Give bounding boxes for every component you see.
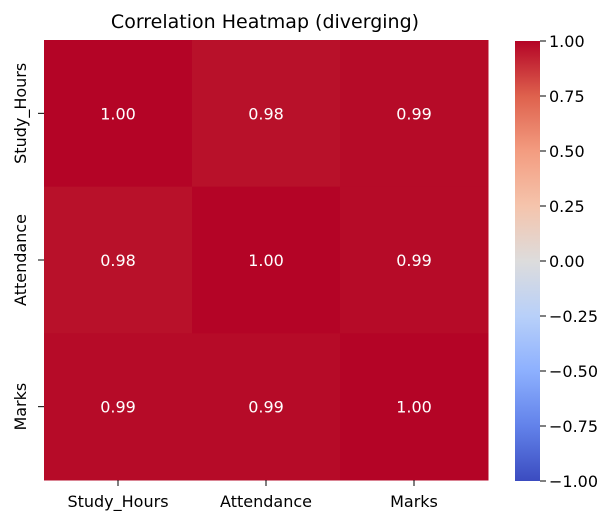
heatmap-cell-labels: 1.00 0.98 0.99 0.98 1.00 0.99 0.99 0.99 1.00 xyxy=(100,104,432,416)
x-tick-label: Attendance xyxy=(220,492,312,511)
y-tick-label: Attendance xyxy=(11,214,30,306)
heatmap-cell xyxy=(44,40,193,188)
heatmap-cell-label: 0.99 xyxy=(396,104,432,123)
x-tick-label: Marks xyxy=(390,492,438,511)
y-axis: Study_Hours Attendance Marks xyxy=(11,63,44,431)
x-tick-label: Study_Hours xyxy=(67,492,168,512)
heatmap-cell xyxy=(192,186,341,334)
colorbar-tick-label: −1.00 xyxy=(549,472,598,491)
colorbar-tick-label: −0.50 xyxy=(549,362,598,381)
colorbar-tick-label: 1.00 xyxy=(549,32,585,51)
heatmap-cell xyxy=(340,186,489,334)
heatmap-cell-label: 0.99 xyxy=(100,398,136,417)
y-tick-label: Study_Hours xyxy=(11,63,31,164)
heatmap-cell xyxy=(340,40,489,188)
colorbar-tick-label: 0.75 xyxy=(549,87,585,106)
colorbar-tick-label: −0.75 xyxy=(549,417,598,436)
colorbar-tick-label: 0.00 xyxy=(549,252,585,271)
heatmap-cell-label: 1.00 xyxy=(396,398,432,417)
heatmap-cell-label: 0.99 xyxy=(396,251,432,270)
heatmap-cell-label: 0.99 xyxy=(248,398,284,417)
colorbar: 1.00 0.75 0.50 0.25 0.00 −0.25 −0.50 −0.75 −1.00 xyxy=(515,32,598,491)
x-axis: Study_Hours Attendance Marks xyxy=(67,480,438,512)
heatmap-cell-label: 0.98 xyxy=(100,251,136,270)
chart-title: Correlation Heatmap (diverging) xyxy=(111,11,419,33)
colorbar-tick-label: 0.25 xyxy=(549,197,585,216)
colorbar-gradient xyxy=(515,41,540,481)
heatmap-cell xyxy=(340,333,489,481)
heatmap-cell xyxy=(192,333,341,481)
heatmap-cells xyxy=(44,40,489,481)
heatmap-cell-label: 0.98 xyxy=(248,104,284,123)
y-tick-label: Marks xyxy=(11,383,30,431)
heatmap-cell xyxy=(44,333,193,481)
heatmap-cell xyxy=(192,40,341,188)
heatmap-cell xyxy=(44,186,193,334)
heatmap-cell-label: 1.00 xyxy=(248,251,284,270)
colorbar-ticks: 1.00 0.75 0.50 0.25 0.00 −0.25 −0.50 −0.75 −1.00 xyxy=(540,32,598,491)
heatmap-cell-label: 1.00 xyxy=(100,104,136,123)
colorbar-tick-label: 0.50 xyxy=(549,142,585,161)
colorbar-tick-label: −0.25 xyxy=(549,307,598,326)
